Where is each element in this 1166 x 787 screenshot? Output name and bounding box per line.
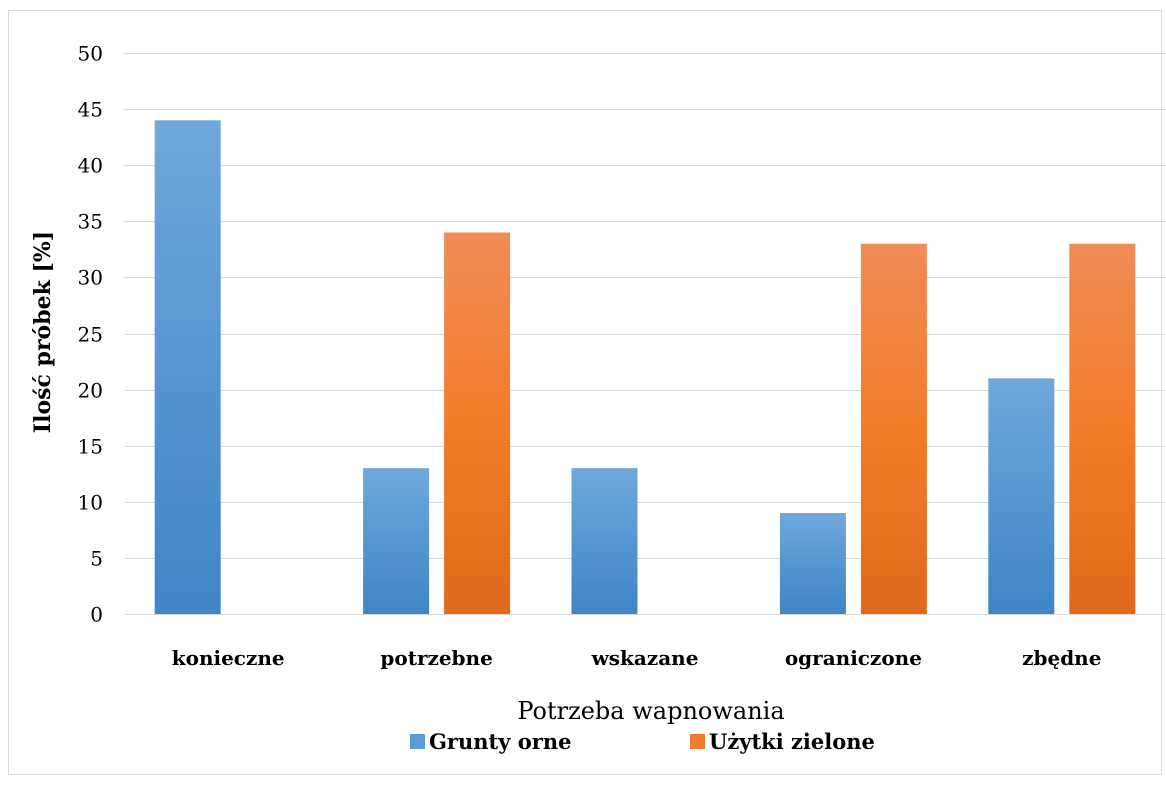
y-tick-label: 5 [90, 547, 103, 571]
y-tick-label: 40 [78, 154, 103, 178]
y-tick-label: 10 [78, 491, 103, 515]
y-tick-label: 45 [78, 98, 103, 122]
bar-grunty-orne-potrzebne [363, 468, 430, 614]
y-tick-label: 15 [78, 435, 103, 459]
y-tick-label: 20 [78, 379, 103, 403]
x-category-label: zbędne [1022, 646, 1101, 670]
y-tick-label: 25 [78, 323, 103, 347]
x-category-label: wskazane [591, 646, 699, 670]
y-tick-label: 0 [90, 603, 103, 627]
x-category-label: ograniczone [785, 646, 922, 670]
bar-grunty-orne-zbedne [988, 378, 1055, 614]
bar-grunty-orne-wskazane [571, 468, 638, 614]
bar-grunty-orne-ograniczone [779, 513, 846, 614]
gridlines [124, 53, 1166, 615]
legend-swatch-uzytki-zielone [690, 734, 705, 749]
y-axis-label: Ilość próbek [%] [30, 231, 56, 433]
x-category-label: potrzebne [380, 646, 492, 670]
y-axis-ticks: 0 5 10 15 20 25 30 35 40 45 50 [78, 42, 103, 627]
legend-swatch-grunty-orne [410, 734, 425, 749]
bar-uzytki-zielone-ograniczone [860, 243, 927, 615]
bar-grunty-orne-konieczne [154, 120, 221, 614]
x-category-label: konieczne [172, 646, 285, 670]
bar-uzytki-zielone-zbedne [1069, 243, 1136, 615]
y-tick-label: 35 [78, 210, 103, 234]
legend-label-grunty-orne: Grunty orne [429, 729, 571, 754]
y-tick-label: 50 [78, 42, 103, 66]
x-axis-label: Potrzeba wapnowania [517, 697, 784, 725]
bars [154, 120, 1136, 615]
y-tick-label: 30 [78, 266, 103, 290]
legend: Grunty orne Użytki zielone [410, 729, 875, 754]
x-axis-categories: konieczne potrzebne wskazane ograniczone zbę… [172, 646, 1102, 670]
bar-uzytki-zielone-potrzebne [444, 232, 511, 614]
legend-label-uzytki-zielone: Użytki zielone [709, 729, 875, 754]
